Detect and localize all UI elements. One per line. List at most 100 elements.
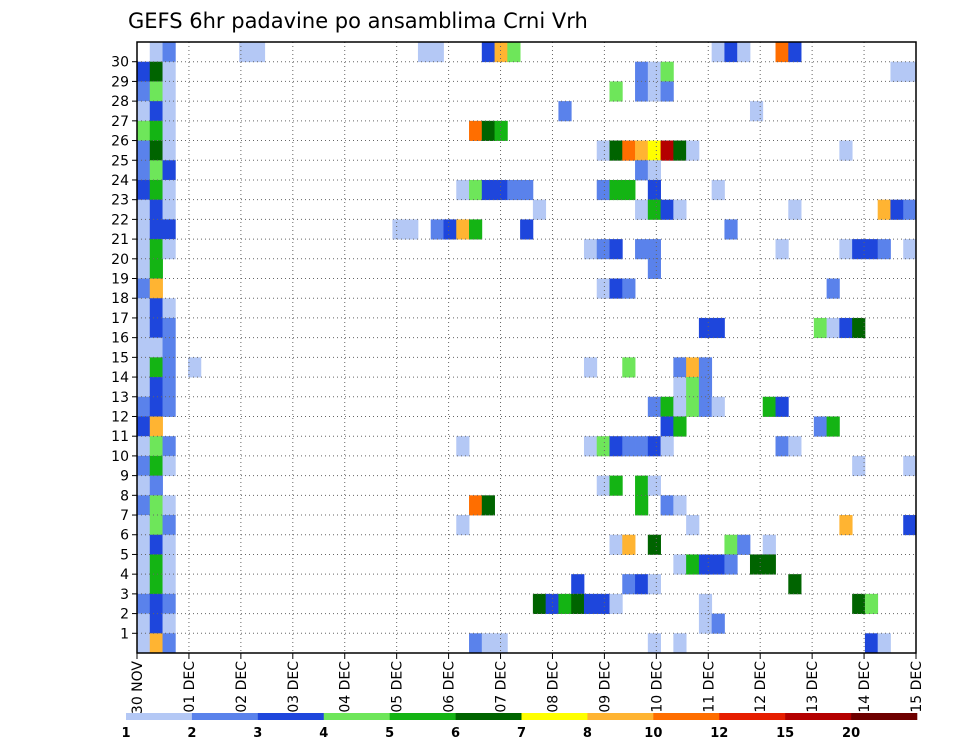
x-tick-label: 03 DEC: [286, 661, 302, 713]
heatmap-cell-40: [137, 140, 151, 161]
heatmap-cell-179: [162, 455, 176, 477]
plot-frame: [136, 41, 917, 654]
heatmap-cell-117: [137, 298, 151, 319]
y-tick-label: 12: [111, 409, 129, 425]
heatmap-cell-23: [149, 81, 163, 102]
heatmap-cell-8: [507, 42, 521, 63]
heatmap-cell-197: [149, 515, 163, 536]
heatmap-cell-243: [137, 613, 151, 634]
x-tick-label: 12 DEC: [753, 661, 769, 713]
legend-label: 8: [583, 726, 592, 741]
heatmap-cell-150: [647, 396, 661, 417]
heatmap-cell-135: [188, 357, 202, 378]
heatmap-cell-235: [558, 593, 572, 614]
heatmap-cell-245: [162, 613, 176, 634]
y-tick-label: 1: [120, 626, 129, 642]
heatmap-cell-7: [494, 42, 508, 63]
x-axis-ticks: 30 NOV 01 DEC 02 DEC 03 DEC 04 DEC 05 DEC 06 D…: [130, 653, 925, 714]
heatmap-cell-236: [571, 593, 585, 614]
y-tick-label: 27: [111, 114, 129, 130]
heatmap-cell-185: [609, 475, 623, 496]
heatmap-cell-95: [149, 239, 163, 260]
heatmap-cell-161: [673, 416, 687, 437]
heatmap-cell-49: [673, 140, 687, 161]
heatmap-cell-112: [149, 278, 163, 299]
x-tick-label: 13 DEC: [805, 661, 821, 713]
heatmap-cell-187: [647, 475, 661, 496]
y-tick-label: 4: [120, 567, 129, 583]
legend-swatch-2: [191, 713, 259, 720]
heatmap-cell-257: [877, 633, 891, 654]
y-tick-label: 11: [111, 429, 129, 445]
heatmap-cell-43: [596, 140, 610, 161]
legend-label: 5: [385, 726, 394, 741]
heatmap-cell-85: [162, 219, 176, 240]
y-tick-label: 26: [111, 134, 129, 150]
heatmap-cell-230: [137, 593, 151, 614]
heatmap-cell-172: [635, 436, 649, 457]
heatmap-cell-253: [494, 633, 508, 654]
heatmap-cell-41: [149, 140, 163, 161]
heatmap-cell-42: [162, 140, 176, 161]
heatmap-cell-151: [660, 396, 674, 417]
heatmap-cell-190: [162, 495, 176, 516]
heatmap-cell-82: [903, 199, 917, 220]
heatmap-cell-98: [596, 239, 610, 260]
heatmap-cell-68: [622, 179, 636, 201]
heatmap-cell-206: [609, 534, 623, 555]
heatmap-cell-30: [149, 101, 163, 122]
y-tick-label: 5: [120, 547, 129, 563]
heatmap-cell-189: [149, 495, 163, 516]
heatmap-cell-111: [137, 278, 151, 299]
y-tick-label: 25: [111, 153, 129, 169]
heatmap-cell-92: [520, 219, 534, 240]
heatmap-cell-168: [583, 436, 598, 457]
heatmap-cell-130: [149, 337, 163, 358]
heatmap-cell-217: [698, 554, 713, 575]
heatmap-cell-60: [456, 179, 470, 201]
heatmap-cell-99: [609, 239, 623, 260]
y-tick-label: 30: [111, 55, 129, 71]
heatmap-cell-182: [137, 475, 151, 496]
x-tick-label: 09 DEC: [597, 661, 613, 713]
heatmap-cell-77: [660, 199, 674, 220]
x-tick-label: 15 DEC: [909, 661, 925, 713]
heatmap-cell-17: [635, 61, 649, 82]
legend-swatch-3: [257, 713, 325, 720]
heatmap-cell-38: [481, 120, 495, 141]
x-tick-label: 02 DEC: [234, 661, 250, 713]
heatmap-cell-9: [711, 42, 725, 63]
heatmap-cell-54: [162, 160, 176, 181]
heatmap-cell-144: [673, 377, 687, 398]
heatmap-cell-169: [596, 436, 610, 457]
heatmap-cell-254: [647, 633, 661, 654]
x-tick-label: 04 DEC: [338, 661, 354, 713]
y-tick-label: 6: [120, 528, 129, 544]
heatmap-cell-124: [711, 317, 725, 339]
heatmap-cell-231: [149, 593, 163, 614]
heatmap-cell-181: [903, 455, 917, 477]
heatmap-cell-97: [583, 239, 598, 260]
x-tick-label: 01 DEC: [182, 661, 198, 713]
heatmap-cell-209: [724, 534, 738, 555]
heatmap-cell-155: [711, 396, 725, 417]
legend-swatch-10: [719, 713, 786, 720]
heatmap-cell-154: [698, 396, 713, 417]
heatmap-cell-158: [137, 416, 151, 437]
heatmap-cell-24: [162, 81, 176, 102]
heatmap-cell-57: [137, 179, 151, 201]
heatmap-cell-241: [852, 593, 866, 614]
y-tick-label: 3: [120, 587, 129, 603]
heatmap-cell-34: [137, 120, 151, 141]
heatmap-cell-74: [532, 199, 547, 220]
heatmap-cell-19: [660, 61, 674, 82]
heatmap-cell-234: [545, 593, 559, 614]
heatmap-cell-104: [852, 239, 866, 260]
heatmap-cell-164: [137, 436, 151, 457]
plot-border: [136, 41, 917, 654]
heatmap-cell-46: [635, 140, 649, 161]
heatmap-cell-165: [149, 436, 163, 457]
heatmap-cell-153: [686, 396, 700, 417]
heatmap-cell-238: [596, 593, 610, 614]
heatmap-cell-216: [686, 554, 700, 575]
